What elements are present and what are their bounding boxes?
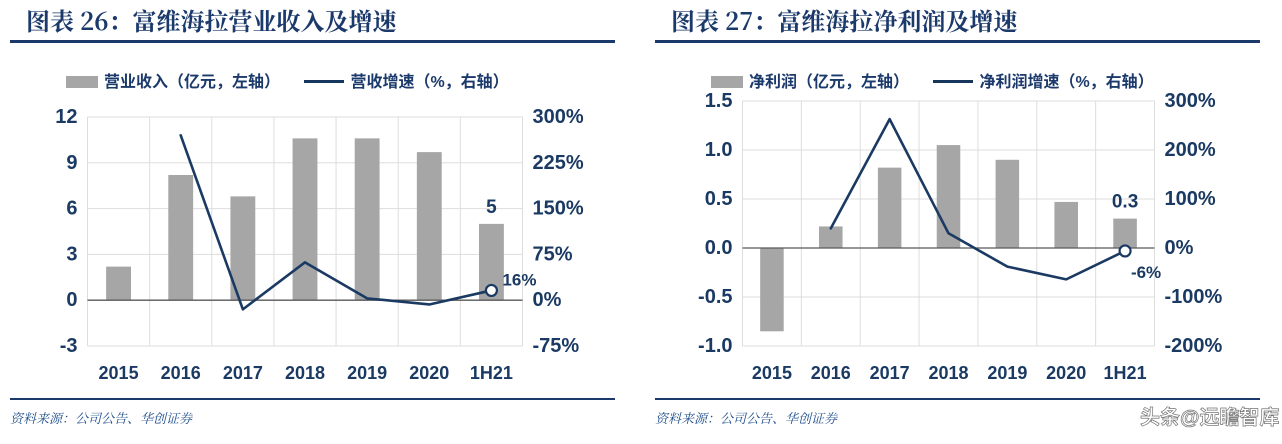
- svg-text:6: 6: [66, 198, 77, 220]
- svg-text:9: 9: [66, 152, 77, 174]
- svg-text:16%: 16%: [502, 270, 536, 289]
- svg-text:-200%: -200%: [1165, 335, 1223, 357]
- svg-text:2015: 2015: [752, 363, 792, 380]
- svg-text:0%: 0%: [1165, 237, 1194, 259]
- svg-text:-100%: -100%: [1165, 286, 1223, 308]
- svg-text:1H21: 1H21: [470, 363, 513, 380]
- svg-text:1.0: 1.0: [705, 139, 733, 161]
- svg-text:3: 3: [66, 243, 77, 265]
- svg-text:-1.0: -1.0: [698, 335, 732, 357]
- svg-text:225%: 225%: [533, 152, 584, 174]
- svg-text:-0.5: -0.5: [698, 286, 732, 308]
- svg-text:1H21: 1H21: [1104, 363, 1147, 380]
- svg-text:-3: -3: [60, 335, 78, 357]
- svg-text:2020: 2020: [409, 363, 449, 380]
- svg-text:2018: 2018: [928, 363, 968, 380]
- svg-text:150%: 150%: [533, 198, 584, 220]
- svg-text:-6%: -6%: [1131, 263, 1161, 282]
- svg-text:2019: 2019: [347, 363, 387, 380]
- svg-text:2017: 2017: [870, 363, 910, 380]
- svg-text:2019: 2019: [987, 363, 1027, 380]
- svg-text:300%: 300%: [1165, 90, 1216, 112]
- svg-text:2018: 2018: [285, 363, 325, 380]
- svg-text:5: 5: [486, 197, 497, 218]
- svg-text:100%: 100%: [1165, 188, 1216, 210]
- svg-text:0: 0: [66, 289, 77, 311]
- svg-text:300%: 300%: [533, 106, 584, 128]
- svg-text:2020: 2020: [1046, 363, 1086, 380]
- svg-text:2016: 2016: [811, 363, 851, 380]
- svg-text:1.5: 1.5: [705, 90, 733, 112]
- svg-text:0.3: 0.3: [1112, 192, 1138, 213]
- svg-text:0%: 0%: [533, 289, 562, 311]
- svg-text:200%: 200%: [1165, 139, 1216, 161]
- svg-text:-75%: -75%: [533, 335, 580, 357]
- svg-text:12: 12: [55, 106, 77, 128]
- svg-text:2015: 2015: [99, 363, 139, 380]
- svg-text:2017: 2017: [223, 363, 263, 380]
- svg-text:0.0: 0.0: [705, 237, 733, 259]
- svg-text:0.5: 0.5: [705, 188, 733, 210]
- svg-text:75%: 75%: [533, 243, 573, 265]
- svg-text:2016: 2016: [161, 363, 201, 380]
